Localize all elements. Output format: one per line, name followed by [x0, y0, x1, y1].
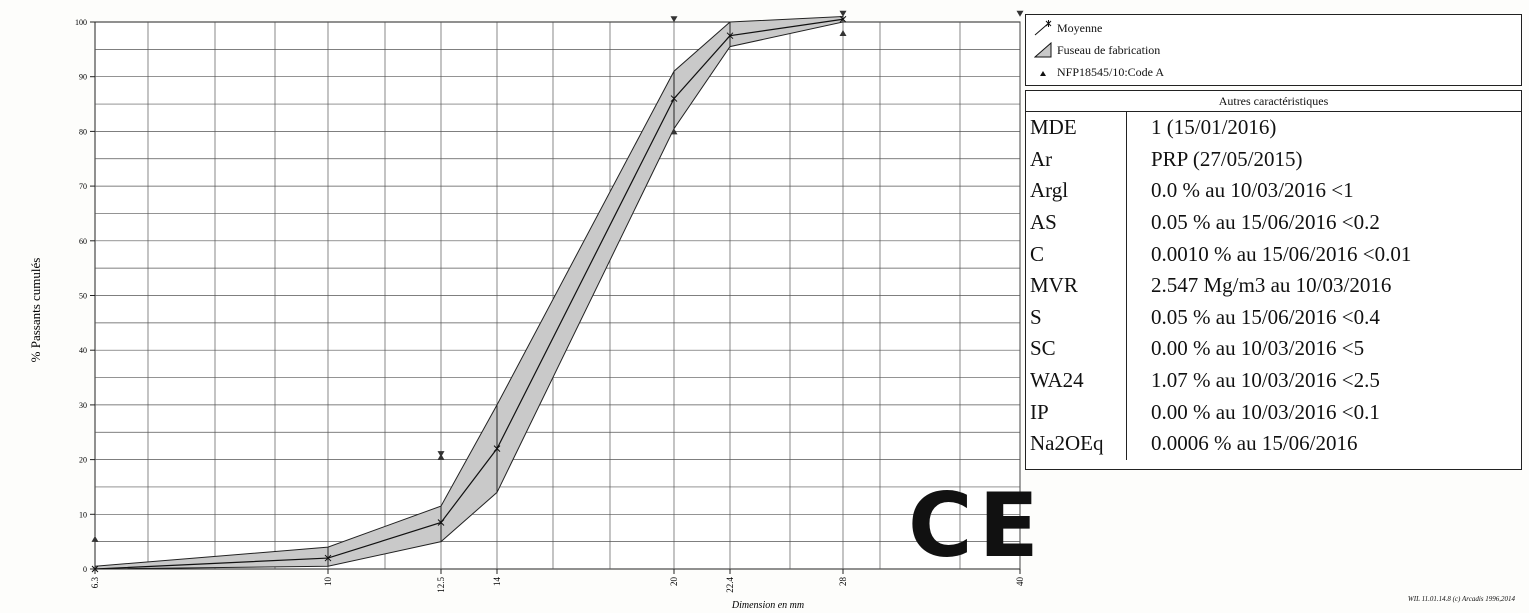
line-star-icon: [1034, 20, 1052, 36]
y-tick-label: 60: [79, 237, 87, 246]
row-value: 0.05 % au 15/06/2016 <0.4: [1151, 304, 1380, 329]
x-tick-label: 28: [838, 577, 848, 587]
ce-mark: CE: [908, 474, 1045, 577]
y-tick-label: 30: [79, 401, 87, 410]
row-key: Ar: [1026, 143, 1127, 176]
row-key: WA24: [1026, 364, 1127, 397]
row-key: Argl: [1026, 175, 1127, 207]
y-tick-label: 100: [75, 18, 87, 27]
moyenne-point: [839, 15, 847, 23]
table-row: S 0.05 % au 15/06/2016 <0.4: [1026, 301, 1521, 334]
row-key: C: [1026, 238, 1127, 270]
row-key: MDE: [1026, 112, 1127, 144]
table-title: Autres caractéristiques: [1026, 91, 1521, 112]
table-row: WA24 1.07 % au 10/03/2016 <2.5: [1026, 364, 1521, 397]
row-value: 0.0006 % au 15/06/2016: [1151, 431, 1358, 456]
legend-item-fuseau: Fuseau de fabrication: [1033, 41, 1161, 59]
row-key: MVR: [1026, 269, 1127, 302]
table-row: MDE 1 (15/01/2016): [1026, 112, 1521, 144]
y-tick-label: 40: [79, 346, 87, 355]
code-a-upper-marker: [670, 16, 678, 23]
table-row: Argl 0.0 % au 10/03/2016 <1: [1026, 175, 1521, 207]
x-axis-label: Dimension en mm: [731, 600, 804, 611]
code-a-upper-marker: [839, 10, 847, 17]
software-footer: WIL 11.01.14.8 (c) Arcadis 1996,2014: [1407, 595, 1515, 603]
y-tick-label: 20: [79, 456, 87, 465]
legend-label-fuseau: Fuseau de fabrication: [1057, 42, 1161, 57]
table-row: Na2OEq 0.0006 % au 15/06/2016: [1026, 427, 1521, 460]
legend-label-code: NFP18545/10:Code A: [1057, 64, 1165, 79]
x-tick-label: 6.3: [90, 577, 100, 589]
code-a-upper-marker: [437, 451, 445, 458]
x-tick-label: 20: [669, 577, 679, 587]
table-row: IP 0.00 % au 10/03/2016 <0.1: [1026, 396, 1521, 428]
moyenne-point: [437, 519, 445, 526]
row-key: S: [1026, 301, 1127, 334]
moyenne-point: [726, 32, 734, 40]
triangle-marker-icon: [1034, 64, 1052, 80]
x-tick-label: 14: [492, 577, 502, 587]
characteristics-table: Autres caractéristiques MDE 1 (15/01/2016…: [1025, 90, 1522, 470]
legend-item-code: NFP18545/10:Code A: [1034, 63, 1164, 81]
row-value: PRP (27/05/2015): [1151, 146, 1303, 171]
moyenne-point: [493, 445, 501, 453]
moyenne-point: [324, 554, 332, 562]
row-key: AS: [1026, 206, 1127, 239]
band-swatch-icon: [1033, 41, 1052, 58]
code-a-lower-marker: [91, 535, 99, 542]
row-value: 0.00 % au 10/03/2016 <0.1: [1151, 399, 1380, 424]
x-tick-label: 40: [1015, 577, 1025, 587]
moyenne-point: [670, 95, 678, 102]
table-row: Ar PRP (27/05/2015): [1026, 143, 1521, 176]
table-row: SC 0.00 % au 10/03/2016 <5: [1026, 333, 1521, 365]
table-row: MVR 2.547 Mg/m3 au 10/03/2016: [1026, 269, 1521, 302]
table-row: AS 0.05 % au 15/06/2016 <0.2: [1026, 206, 1521, 239]
y-tick-label: 80: [79, 127, 87, 136]
row-value: 0.00 % au 10/03/2016 <5: [1151, 336, 1365, 361]
x-tick-label: 10: [323, 577, 333, 587]
row-value: 2.547 Mg/m3 au 10/03/2016: [1151, 273, 1392, 298]
row-value: 0.0010 % au 15/06/2016 <0.01: [1151, 241, 1412, 266]
row-key: Na2OEq: [1026, 427, 1127, 460]
row-value: 0.05 % au 15/06/2016 <0.2: [1151, 210, 1380, 235]
row-key: IP: [1026, 396, 1127, 428]
y-tick-label: 70: [79, 182, 87, 191]
code-a-lower-marker: [670, 128, 678, 135]
x-tick-label: 12.5: [436, 577, 446, 593]
y-tick-label: 10: [79, 510, 87, 519]
table-row: C 0.0010 % au 15/06/2016 <0.01: [1026, 238, 1521, 270]
row-key: SC: [1026, 333, 1127, 365]
row-value: 0.0 % au 10/03/2016 <1: [1151, 178, 1354, 203]
row-value: 1.07 % au 10/03/2016 <2.5: [1151, 368, 1380, 393]
characteristics-grid: MDE 1 (15/01/2016) Ar PRP (27/05/2015) Argl 0…: [1026, 112, 1521, 460]
code-a-upper-marker: [1016, 10, 1024, 17]
y-tick-label: 90: [79, 73, 87, 82]
y-axis-label: % Passants cumulés: [28, 258, 43, 363]
legend-label-moyenne: Moyenne: [1057, 20, 1103, 35]
legend-item-moyenne: Moyenne: [1034, 19, 1102, 37]
chart-legend: Moyenne Fuseau de fabrication NFP18545/1…: [1025, 14, 1522, 86]
y-tick-label: 0: [83, 565, 87, 574]
x-tick-label: 22.4: [725, 577, 735, 593]
row-value: 1 (15/01/2016): [1151, 115, 1277, 140]
code-a-lower-marker: [839, 29, 847, 36]
y-tick-label: 50: [79, 292, 87, 301]
